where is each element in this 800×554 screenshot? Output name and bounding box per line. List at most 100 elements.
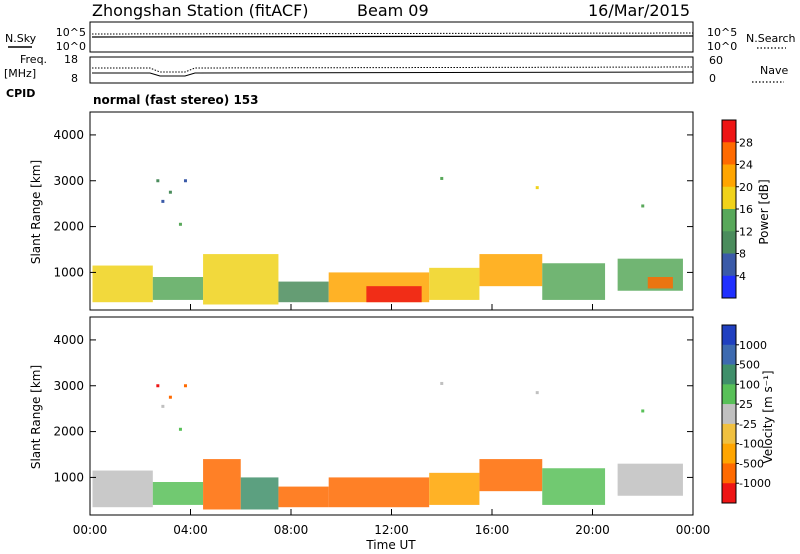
power-data-layer bbox=[92, 176, 683, 305]
power-colorbar-tick-label-4: 20 bbox=[739, 181, 753, 194]
velocity-ytick-label-0: 1000 bbox=[53, 470, 84, 484]
power-y-axis: 1000 2000 3000 4000 bbox=[53, 128, 693, 279]
xtick-label-1: 04:00 bbox=[173, 523, 208, 537]
cpid-label: CPID bbox=[6, 87, 35, 100]
nsearch-trace bbox=[91, 32, 694, 35]
freq-left-tick-top: 18 bbox=[64, 53, 78, 66]
cpid-value: normal (fast stereo) 153 bbox=[93, 93, 259, 107]
velocity-region-8 bbox=[542, 468, 606, 505]
velocity-region-3 bbox=[240, 477, 279, 510]
power-ytick-label-3: 4000 bbox=[53, 128, 84, 142]
freq-trace bbox=[92, 71, 694, 77]
velocity-colorbar-label: Velocity [m s⁻¹] bbox=[761, 370, 775, 463]
power-colorbar-swatch-0 bbox=[722, 120, 736, 143]
freq-panel-frame bbox=[89, 56, 694, 84]
freq-unit-label: [MHz] bbox=[4, 67, 36, 80]
power-region-2 bbox=[203, 254, 279, 305]
time-axis-label: Time UT bbox=[365, 538, 416, 552]
velocity-sparse-point-4 bbox=[178, 427, 182, 431]
time-axis: 00:00 04:00 08:00 12:00 16:00 20:00 00:00 bbox=[73, 304, 711, 537]
velocity-y-axis: 1000 2000 3000 4000 bbox=[53, 333, 693, 484]
power-sparse-point-6 bbox=[535, 186, 539, 190]
power-colorbar-tick-label-1: 8 bbox=[739, 248, 746, 261]
nsky-right-tick-top: 10^5 bbox=[707, 26, 737, 39]
velocity-sparse-point-0 bbox=[156, 384, 160, 388]
velocity-colorbar-tick-label-6: -500 bbox=[739, 457, 764, 470]
velocity-region-4 bbox=[278, 486, 329, 508]
power-sparse-point-3 bbox=[183, 179, 187, 183]
power-y-axis-label: Slant Range [km] bbox=[29, 160, 43, 264]
velocity-colorbar-tick-label-1: 500 bbox=[739, 359, 760, 372]
nsky-trace bbox=[91, 35, 694, 38]
power-colorbar: 4 8 12 16 20 24 28 bbox=[721, 119, 753, 299]
power-region-3 bbox=[278, 281, 329, 303]
velocity-colorbar-swatch-4 bbox=[722, 404, 736, 425]
xtick-label-6: 00:00 bbox=[676, 523, 711, 537]
velocity-sparse-point-7 bbox=[641, 409, 645, 413]
nave-label: Nave bbox=[760, 64, 788, 77]
power-colorbar-swatch-4 bbox=[722, 209, 736, 232]
beam-label: Beam 09 bbox=[357, 1, 429, 20]
velocity-sparse-point-6 bbox=[535, 391, 539, 395]
freq-label: Freq. bbox=[20, 53, 47, 66]
velocity-region-6 bbox=[429, 472, 480, 505]
power-colorbar-tick-label-5: 24 bbox=[739, 159, 753, 172]
power-region-6 bbox=[429, 267, 480, 300]
power-region-1 bbox=[152, 277, 204, 300]
velocity-data-layer bbox=[92, 381, 683, 510]
velocity-colorbar-tick-label-7: -1000 bbox=[739, 477, 771, 490]
velocity-sparse-point-1 bbox=[161, 404, 165, 408]
power-region-8 bbox=[542, 263, 606, 300]
power-ytick-label-1: 2000 bbox=[53, 220, 84, 234]
power-sparse-point-2 bbox=[168, 190, 172, 194]
power-colorbar-tick-label-2: 12 bbox=[739, 225, 753, 238]
xtick-label-0: 00:00 bbox=[73, 523, 108, 537]
velocity-sparse-point-2 bbox=[168, 395, 172, 399]
velocity-colorbar-tick-label-4: -25 bbox=[739, 418, 757, 431]
station-title: Zhongshan Station (fitACF) bbox=[92, 1, 309, 20]
velocity-y-axis-label: Slant Range [km] bbox=[29, 365, 43, 469]
power-colorbar-label: Power [dB] bbox=[757, 179, 771, 244]
power-sparse-point-5 bbox=[440, 176, 444, 180]
power-ytick-label-0: 1000 bbox=[53, 265, 84, 279]
velocity-region-0 bbox=[92, 470, 153, 508]
xtick-label-2: 08:00 bbox=[274, 523, 309, 537]
velocity-colorbar-swatch-3 bbox=[722, 384, 736, 405]
date-label: 16/Mar/2015 bbox=[588, 1, 690, 20]
velocity-panel: 1000 2000 3000 4000 Slant Range [km] 1000 50… bbox=[29, 316, 775, 516]
power-colorbar-swatch-6 bbox=[722, 253, 736, 277]
power-region-0 bbox=[92, 265, 153, 303]
velocity-colorbar-swatch-7 bbox=[722, 463, 736, 484]
velocity-colorbar-swatch-8 bbox=[722, 483, 736, 504]
velocity-region-5 bbox=[328, 477, 430, 508]
velocity-ytick-label-2: 3000 bbox=[53, 379, 84, 393]
power-colorbar-swatch-1 bbox=[722, 142, 736, 165]
power-colorbar-tick-label-0: 4 bbox=[739, 270, 746, 283]
power-panel: 1000 2000 3000 4000 Slant Range [km] 4 8 12 16… bbox=[29, 111, 771, 311]
nsearch-label: N.Search bbox=[746, 32, 796, 45]
velocity-colorbar-swatch-2 bbox=[722, 364, 736, 385]
power-colorbar-tick-label-3: 16 bbox=[739, 203, 753, 216]
velocity-colorbar-tick-label-3: 25 bbox=[739, 398, 753, 411]
power-region-10 bbox=[647, 277, 673, 289]
xtick-label-3: 12:00 bbox=[374, 523, 409, 537]
nsky-left-tick-top: 10^5 bbox=[56, 26, 86, 39]
power-ytick-label-2: 3000 bbox=[53, 174, 84, 188]
power-sparse-point-4 bbox=[178, 222, 182, 226]
power-sparse-point-0 bbox=[156, 179, 160, 183]
xtick-label-5: 20:00 bbox=[575, 523, 610, 537]
velocity-sparse-point-3 bbox=[183, 384, 187, 388]
power-colorbar-swatch-5 bbox=[722, 231, 736, 254]
velocity-region-9 bbox=[617, 463, 683, 496]
nsky-right-tick-bottom: 10^0 bbox=[707, 40, 737, 53]
power-colorbar-swatch-2 bbox=[722, 164, 736, 188]
velocity-ytick-label-1: 2000 bbox=[53, 425, 84, 439]
nave-right-tick-bottom: 0 bbox=[709, 72, 716, 85]
power-sparse-point-7 bbox=[641, 204, 645, 208]
velocity-ytick-label-3: 4000 bbox=[53, 333, 84, 347]
power-sparse-point-1 bbox=[161, 199, 165, 203]
velocity-colorbar-tick-label-2: 100 bbox=[739, 378, 760, 391]
velocity-region-7 bbox=[479, 459, 543, 492]
velocity-colorbar-tick-label-5: -100 bbox=[739, 438, 764, 451]
